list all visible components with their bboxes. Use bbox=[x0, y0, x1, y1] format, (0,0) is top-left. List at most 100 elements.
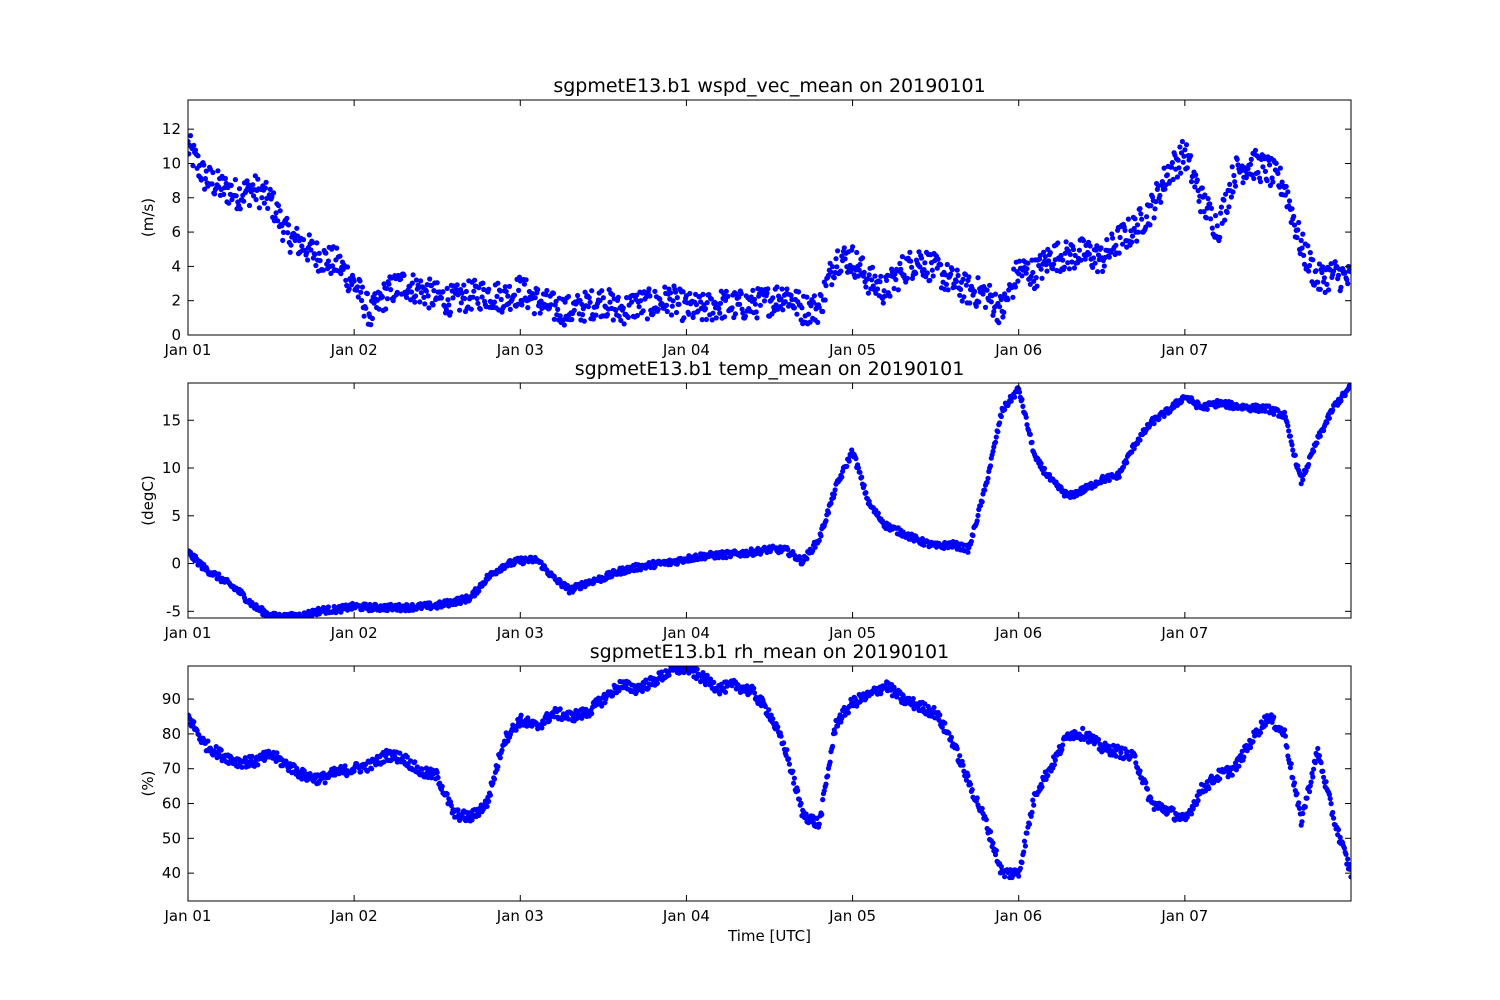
data-point bbox=[1241, 754, 1247, 760]
data-point bbox=[322, 780, 328, 786]
data-point bbox=[338, 271, 344, 277]
data-point bbox=[422, 301, 428, 307]
data-point bbox=[439, 783, 445, 790]
data-point bbox=[1000, 314, 1006, 320]
data-point bbox=[1182, 147, 1188, 153]
data-point bbox=[957, 292, 963, 298]
data-point bbox=[961, 294, 967, 300]
data-point bbox=[1110, 235, 1116, 241]
data-point bbox=[1046, 258, 1052, 264]
data-point bbox=[990, 840, 996, 846]
y-tick-label: 0 bbox=[171, 326, 181, 344]
data-point bbox=[383, 306, 389, 312]
data-point bbox=[1037, 252, 1043, 258]
data-point bbox=[398, 276, 404, 282]
data-point bbox=[544, 287, 550, 294]
data-point bbox=[992, 439, 999, 445]
data-point bbox=[1139, 216, 1145, 222]
data-point bbox=[491, 776, 498, 782]
data-point bbox=[1224, 209, 1230, 215]
data-point bbox=[1348, 384, 1351, 390]
data-point bbox=[202, 186, 208, 192]
data-point bbox=[1343, 851, 1349, 857]
data-point bbox=[998, 864, 1004, 870]
data-point bbox=[262, 755, 268, 761]
data-point bbox=[246, 182, 252, 188]
data-point bbox=[1102, 478, 1108, 484]
data-point bbox=[445, 297, 451, 303]
data-point bbox=[1311, 766, 1317, 772]
data-point bbox=[997, 304, 1003, 310]
data-series bbox=[188, 666, 1351, 881]
data-point bbox=[261, 200, 267, 206]
data-point bbox=[1315, 745, 1321, 752]
data-point bbox=[882, 293, 888, 299]
data-point bbox=[1024, 830, 1030, 836]
data-point bbox=[1023, 270, 1029, 276]
data-point bbox=[757, 302, 764, 308]
data-point bbox=[358, 289, 364, 295]
data-point bbox=[1257, 730, 1264, 736]
y-tick-label: 70 bbox=[162, 760, 181, 778]
data-point bbox=[317, 258, 323, 264]
data-point bbox=[277, 208, 283, 214]
data-point bbox=[280, 229, 287, 235]
data-point bbox=[969, 787, 975, 793]
data-point bbox=[1002, 407, 1008, 413]
data-point bbox=[803, 811, 809, 817]
data-point bbox=[1252, 147, 1259, 153]
data-point bbox=[188, 133, 194, 139]
data-point bbox=[751, 685, 757, 691]
data-point bbox=[1094, 243, 1100, 249]
data-point bbox=[898, 266, 904, 272]
data-point bbox=[832, 487, 838, 493]
data-point bbox=[694, 666, 700, 672]
data-point bbox=[823, 283, 829, 289]
data-point bbox=[316, 250, 322, 256]
data-point bbox=[202, 176, 208, 182]
data-point bbox=[1066, 266, 1072, 272]
data-point bbox=[975, 275, 981, 281]
data-point bbox=[1296, 800, 1302, 806]
data-point bbox=[723, 288, 729, 294]
data-point bbox=[1190, 806, 1196, 812]
data-point bbox=[313, 262, 319, 269]
data-point bbox=[1226, 204, 1232, 210]
data-point bbox=[462, 295, 468, 302]
data-point bbox=[357, 278, 363, 284]
data-point bbox=[1132, 753, 1138, 759]
data-point bbox=[329, 263, 336, 269]
data-point bbox=[1326, 287, 1332, 293]
data-point bbox=[887, 293, 893, 299]
data-point bbox=[990, 448, 996, 454]
data-point bbox=[1204, 406, 1210, 412]
data-point bbox=[831, 275, 837, 281]
data-point bbox=[634, 292, 640, 298]
data-point bbox=[555, 306, 561, 312]
data-point bbox=[503, 288, 509, 295]
data-point bbox=[1285, 423, 1291, 429]
data-point bbox=[403, 294, 410, 300]
y-tick-label: 15 bbox=[162, 411, 181, 429]
data-point bbox=[1060, 257, 1066, 263]
y-tick-label: 2 bbox=[171, 292, 181, 310]
data-point bbox=[1348, 269, 1351, 275]
data-point bbox=[475, 300, 481, 306]
data-point bbox=[977, 503, 984, 509]
axes-frame bbox=[187, 382, 1352, 619]
data-point bbox=[209, 181, 215, 187]
data-point bbox=[992, 852, 999, 858]
data-point bbox=[450, 295, 456, 301]
y-tick-label: 5 bbox=[171, 507, 181, 525]
data-point bbox=[952, 284, 958, 290]
data-point bbox=[874, 286, 881, 292]
data-point bbox=[320, 770, 326, 776]
data-point bbox=[1174, 174, 1180, 180]
data-point bbox=[975, 512, 981, 519]
data-point bbox=[1034, 283, 1040, 289]
data-point bbox=[960, 276, 966, 282]
data-point bbox=[1132, 216, 1138, 222]
data-point bbox=[239, 764, 245, 770]
data-point bbox=[1024, 266, 1030, 272]
data-point bbox=[965, 773, 971, 779]
